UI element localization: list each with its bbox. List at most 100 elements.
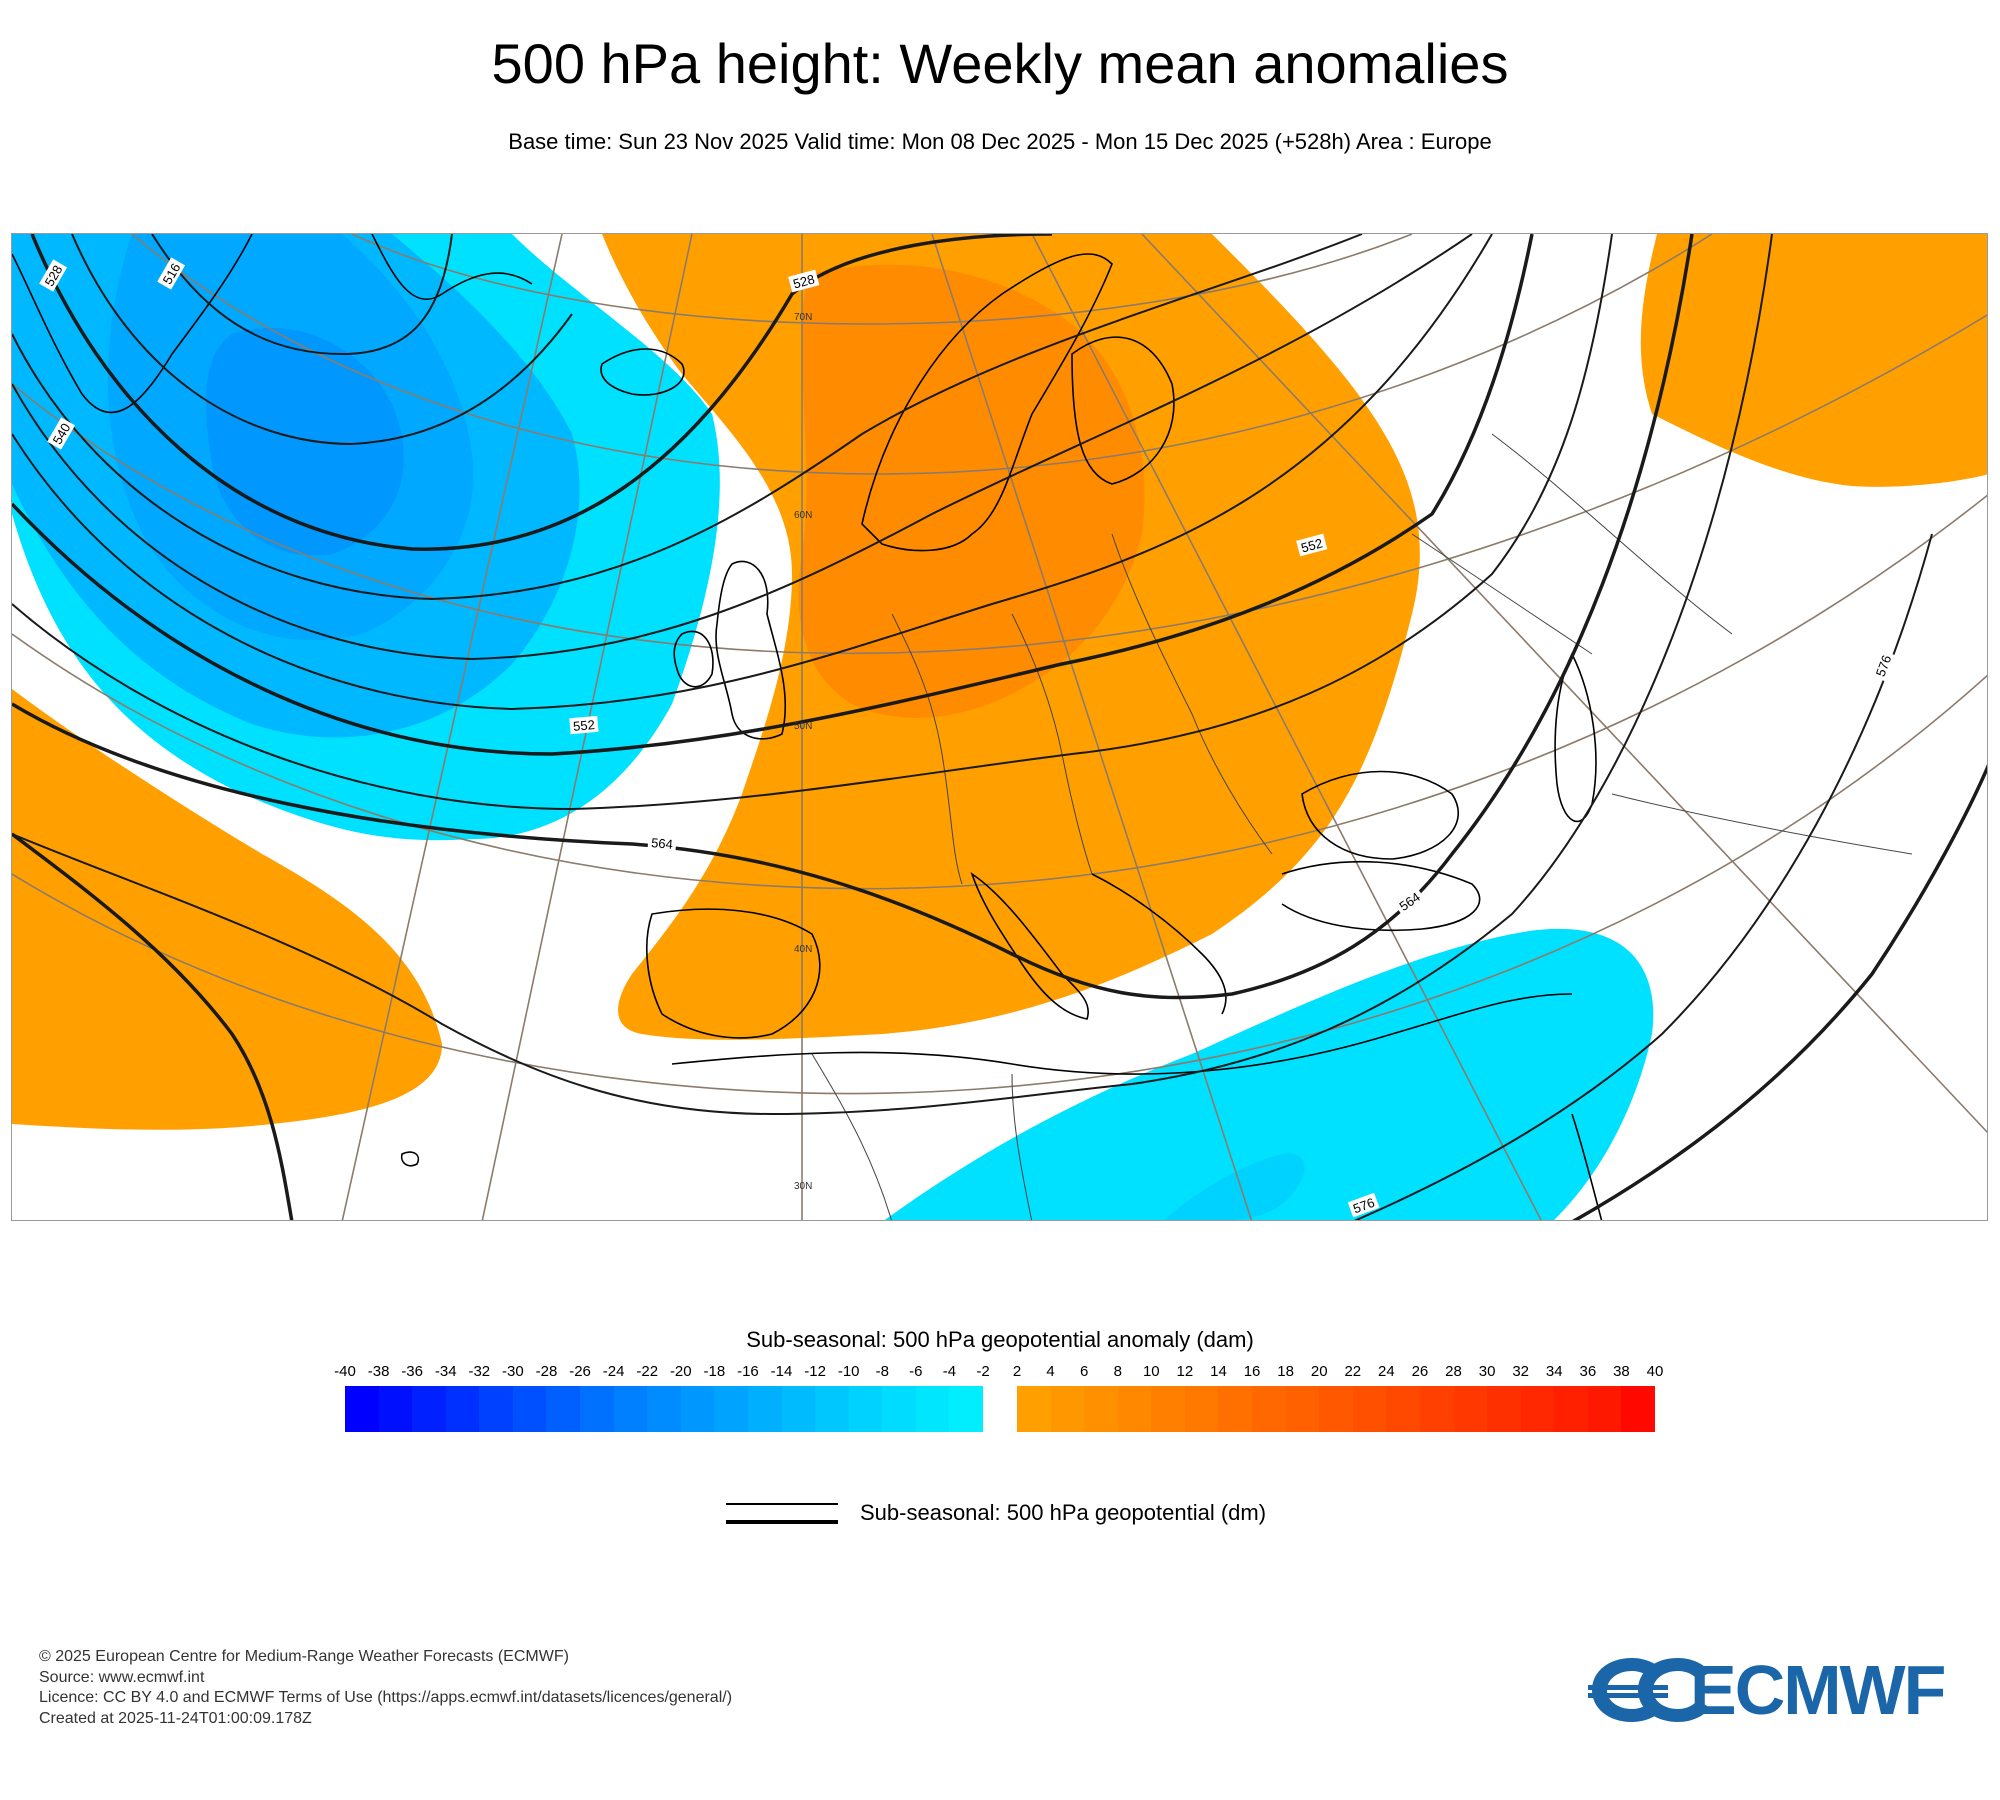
colorbar-swatch <box>1252 1386 1286 1432</box>
colorbar-tick-label: -28 <box>535 1363 558 1380</box>
contour-582 <box>1571 764 1987 1220</box>
contour-534 <box>12 234 1363 601</box>
colorbar-tick-label: -22 <box>636 1363 659 1380</box>
licence-text: Licence: CC BY 4.0 and ECMWF Terms of Us… <box>39 1689 733 1706</box>
ecmwf-logo-text: ECMWF <box>1690 1651 1946 1729</box>
colorbar-tick-label: 38 <box>1613 1363 1630 1380</box>
north-africa-coast <box>671 993 1573 1075</box>
colorbar-swatch <box>647 1386 681 1432</box>
colorbar-swatch <box>378 1386 413 1432</box>
colorbar-tick-label: -18 <box>703 1363 726 1380</box>
colorbar-swatch <box>445 1386 480 1432</box>
svg-text:576: 576 <box>1351 1195 1377 1217</box>
positive-anomaly-europe-mid <box>798 264 1145 718</box>
contour-570 <box>12 234 1773 1116</box>
positive-anomaly-southwest <box>12 689 442 1130</box>
parallel <box>12 494 1987 890</box>
iceland-coast <box>600 348 685 396</box>
colorbar-swatch <box>848 1386 883 1432</box>
colorbar-tick-label: -38 <box>367 1363 390 1380</box>
copyright-text: © 2025 European Centre for Medium-Range … <box>39 1648 569 1665</box>
contour-576 <box>12 832 294 1220</box>
ireland-coast <box>673 630 714 688</box>
latitude-label: 70N <box>794 312 812 323</box>
colorbar-swatch <box>747 1386 782 1432</box>
colorbar-swatch <box>815 1386 849 1432</box>
colorbar-swatch <box>1520 1386 1555 1432</box>
colorbar-swatch <box>580 1386 614 1432</box>
colorbar-swatch <box>680 1386 715 1432</box>
contour-546 <box>12 234 1493 711</box>
colorbar-tick-label: 32 <box>1512 1363 1530 1380</box>
meridian <box>931 234 1253 1220</box>
colorbar-tick-label: -30 <box>502 1363 524 1380</box>
country-borders <box>811 433 1913 1220</box>
colorbar-tick-label: 18 <box>1277 1363 1294 1380</box>
black-sea-coast <box>1301 770 1459 860</box>
contour-576-east <box>1354 533 1933 1220</box>
colorbar-swatch <box>1621 1386 1655 1432</box>
greenland-east-coast <box>371 234 533 301</box>
parallel <box>12 314 1987 655</box>
svg-text:528: 528 <box>791 271 816 291</box>
meridian <box>1141 234 1987 1134</box>
source-text: Source: www.ecmwf.int <box>39 1668 205 1686</box>
greenland-coast <box>12 234 253 414</box>
colorbar-tick-label: 10 <box>1142 1363 1160 1380</box>
colorbar-tick-label: -36 <box>401 1363 423 1380</box>
colorbar-swatch <box>1151 1386 1185 1432</box>
meridian <box>341 234 563 1220</box>
border <box>1491 433 1733 635</box>
coastlines <box>12 234 1603 1220</box>
colorbar-swatch <box>1218 1386 1253 1432</box>
colorbar-swatch <box>1386 1386 1420 1432</box>
colorbar-tick-label: 28 <box>1445 1363 1462 1380</box>
parallel <box>351 234 1413 325</box>
colorbar-tick-label: -24 <box>602 1363 625 1380</box>
footer-credits: © 2025 European Centre for Medium-Range … <box>39 1647 732 1729</box>
colorbar-swatch <box>345 1386 379 1432</box>
chart-subtitle: Base time: Sun 23 Nov 2025 Valid time: M… <box>508 129 1492 154</box>
colorbar-tick-label: 2 <box>1012 1363 1022 1380</box>
colorbar-swatch <box>546 1386 581 1432</box>
meridian <box>1031 234 1542 1220</box>
colorbar-tick-label: 34 <box>1545 1363 1563 1380</box>
colorbar-tick-label: 24 <box>1378 1363 1395 1380</box>
colorbar-tick-label: -10 <box>837 1363 860 1380</box>
contour-label: 528 <box>788 269 820 293</box>
colorbar-swatch <box>915 1386 950 1432</box>
colorbar-tick-label: -34 <box>434 1363 457 1380</box>
colorbar-swatch <box>949 1386 983 1432</box>
colorbar-tick-label: 20 <box>1310 1363 1328 1380</box>
contour-label: 576 <box>1347 1192 1380 1218</box>
colorbar-swatch <box>1050 1386 1085 1432</box>
colorbar-tick-label: 8 <box>1113 1363 1122 1380</box>
contour-528 <box>30 234 1053 551</box>
colorbar-tick-label: 22 <box>1344 1363 1362 1380</box>
colorbar-tick-label: 30 <box>1478 1363 1496 1380</box>
uk-coast <box>715 560 787 740</box>
latitude-label: 60N <box>794 510 812 521</box>
positive-anomaly-northeast <box>1640 234 1987 487</box>
colorbar-tick-label: -4 <box>942 1363 957 1380</box>
svg-text:552: 552 <box>1299 535 1324 555</box>
colorbar-tick-label: -26 <box>569 1363 591 1380</box>
colorbar-swatch <box>1017 1386 1051 1432</box>
colorbar-swatch <box>412 1386 446 1432</box>
contour-legend-symbol <box>726 1500 838 1526</box>
negative-anomaly-southeast-mid <box>1164 1153 1305 1220</box>
contour-label-group: 528 516 540 528 552 552 <box>39 257 1896 1218</box>
colorbar-swatch <box>1184 1386 1219 1432</box>
colorbar-tick-label: -6 <box>909 1363 923 1380</box>
colorbar-swatch <box>781 1386 816 1432</box>
anomaly-shading <box>12 234 1987 1220</box>
colorbar-swatch <box>479 1386 513 1432</box>
colorbar-tick-label: -20 <box>669 1363 692 1380</box>
contour-522 <box>71 234 573 446</box>
colorbar-tick-label: -12 <box>804 1363 826 1380</box>
colorbar-tick-label: 14 <box>1210 1363 1227 1380</box>
colorbar-swatch <box>1117 1386 1152 1432</box>
colorbar-swatch <box>1487 1386 1521 1432</box>
colorbar-title: Sub-seasonal: 500 hPa geopotential anoma… <box>746 1327 1254 1352</box>
latitude-label-group: 70N 60N 50N 40N 30N <box>794 312 812 1192</box>
